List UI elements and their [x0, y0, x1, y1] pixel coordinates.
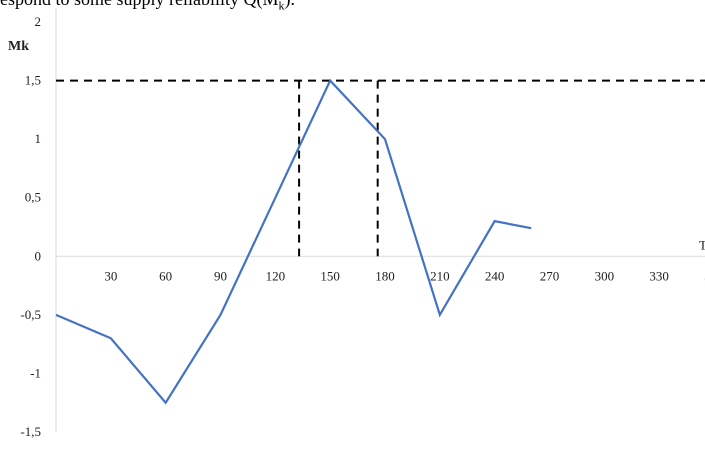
x-tick-label: 120 [266, 268, 286, 283]
x-tick-label: 330 [649, 268, 669, 283]
caption-main: espond to some supply reliability Q(M [0, 0, 278, 9]
series-line [55, 78, 532, 405]
y-axis-label: Mk [8, 39, 29, 54]
x-tick-label: 210 [430, 268, 450, 283]
y-tick-label: -0,5 [20, 307, 41, 322]
series-group [55, 78, 532, 405]
y-tick-label: -1 [30, 365, 41, 380]
axes [55, 8, 705, 432]
x-axis-label: T [699, 237, 705, 252]
x-tick-label: 270 [540, 268, 560, 283]
caption-tail: ). [284, 0, 295, 9]
y-tick-label: 1 [35, 131, 42, 146]
y-tick-label: 1,5 [25, 73, 41, 88]
caption-subscript: k [278, 0, 285, 13]
x-tick-label: 150 [320, 268, 340, 283]
x-tick-label: 90 [214, 268, 227, 283]
y-tick-label: 2 [35, 14, 42, 29]
y-tick-labels: 2 1,5 1 0,5 0 -0,5 -1 -1,5 [20, 14, 41, 439]
caption-text: espond to some supply reliability Q(Mk). [0, 0, 705, 13]
x-tick-labels: 306090120150180210240270300330360 [104, 268, 705, 283]
reference-lines [56, 79, 705, 257]
y-tick-label: 0,5 [25, 190, 41, 205]
x-tick-label: 180 [375, 268, 395, 283]
x-tick-label: 30 [104, 268, 117, 283]
x-tick-label: 60 [159, 268, 172, 283]
y-tick-label: -1,5 [20, 424, 41, 439]
y-tick-label: 0 [35, 248, 42, 263]
x-tick-label: 240 [485, 268, 505, 283]
x-tick-label: 300 [595, 268, 615, 283]
